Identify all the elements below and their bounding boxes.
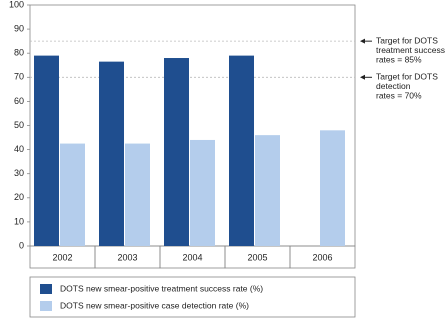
y-tick-label: 40	[14, 144, 24, 154]
bar	[190, 139, 215, 246]
x-tick-label: 2003	[117, 252, 137, 262]
y-tick-label: 10	[14, 216, 24, 226]
bar	[99, 61, 124, 247]
reference-label: rates = 70%	[376, 91, 422, 101]
y-tick-label: 60	[14, 96, 24, 106]
arrow-head	[360, 74, 365, 80]
x-tick-label: 2006	[312, 252, 332, 262]
y-tick-label: 100	[9, 0, 24, 9]
arrow-head	[360, 38, 365, 44]
reference-label: Target for DOTS	[376, 35, 438, 45]
legend-frame	[29, 276, 356, 318]
reference-label: detection	[376, 81, 411, 91]
y-tick-label: 80	[14, 48, 24, 58]
y-tick-label: 20	[14, 192, 24, 202]
bar	[255, 135, 280, 246]
legend-label: DOTS new smear-positive case detection r…	[60, 300, 249, 310]
x-tick-label: 2004	[182, 252, 202, 262]
y-tick-label: 50	[14, 120, 24, 130]
reference-label: rates = 85%	[376, 54, 422, 64]
bar	[320, 130, 345, 246]
bar	[60, 143, 85, 246]
y-tick-label: 30	[14, 168, 24, 178]
x-tick-label: 2002	[52, 252, 72, 262]
y-tick-label: 0	[19, 240, 24, 250]
legend-swatch	[40, 301, 52, 311]
bar	[229, 55, 254, 246]
x-tick-label: 2005	[247, 252, 267, 262]
legend-label: DOTS new smear-positive treatment succes…	[60, 283, 263, 293]
reference-label: treatment success	[376, 45, 445, 55]
y-tick-label: 70	[14, 72, 24, 82]
bar	[125, 143, 150, 246]
reference-label: Target for DOTS	[376, 72, 438, 82]
bar	[164, 58, 189, 246]
legend-swatch	[40, 284, 52, 294]
bar	[34, 55, 59, 246]
y-tick-label: 90	[14, 23, 24, 33]
